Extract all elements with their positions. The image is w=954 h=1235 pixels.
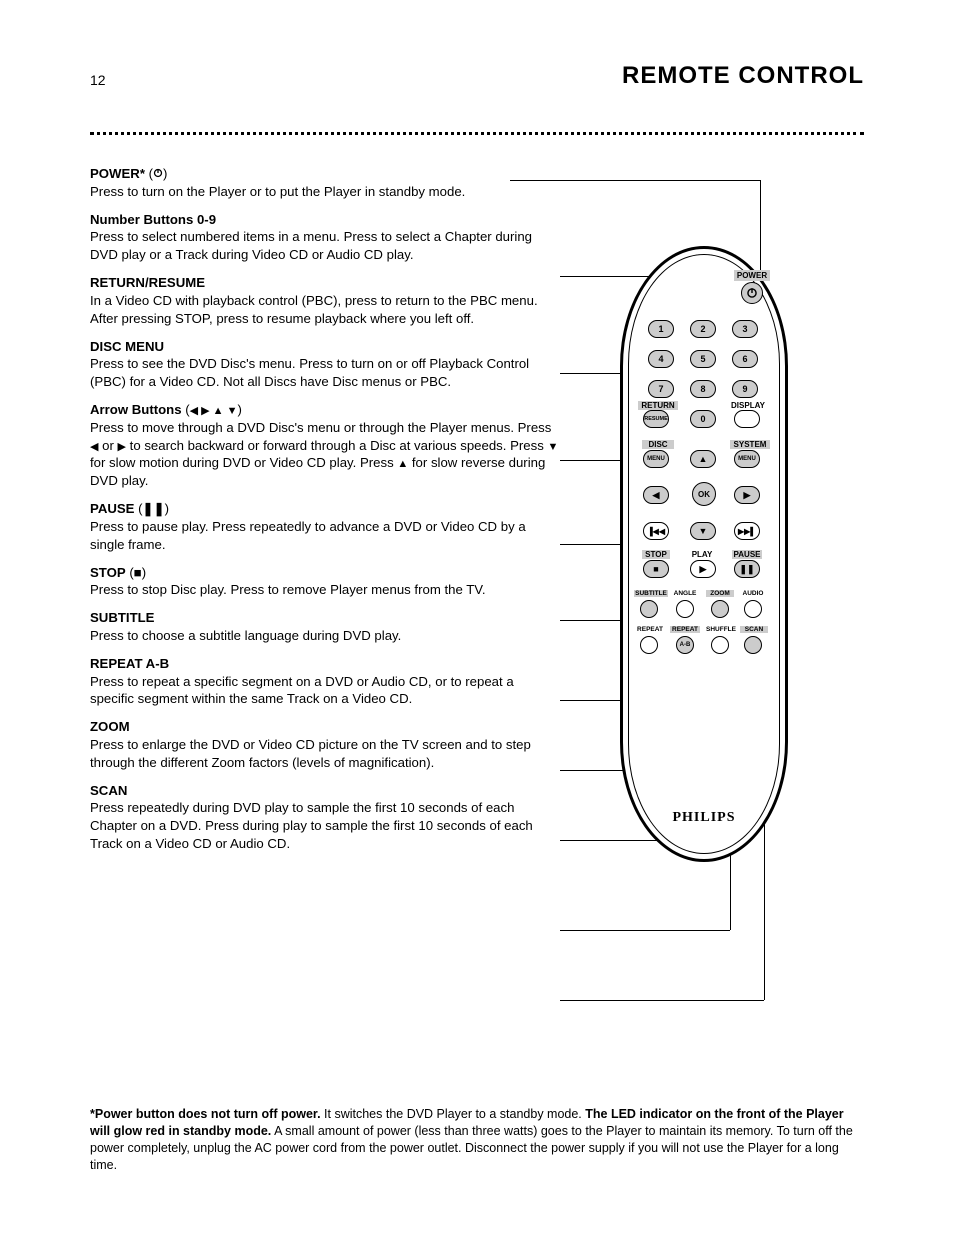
- label-zoom: ZOOM: [706, 590, 734, 597]
- callout-number: Number Buttons 0-9Press to select number…: [90, 211, 560, 264]
- callout-zoom: ZOOMPress to enlarge the DVD or Video CD…: [90, 718, 560, 771]
- audio-button[interactable]: [744, 600, 762, 618]
- label-repeat: REPEAT: [634, 626, 666, 633]
- callouts-column: POWER* ()Press to turn on the Player or …: [90, 165, 560, 863]
- disc-menu-button[interactable]: MENU: [643, 450, 669, 468]
- repeat-button[interactable]: [640, 636, 658, 654]
- num-5[interactable]: 5: [690, 350, 716, 368]
- label-display: DISPLAY: [728, 401, 768, 410]
- num-7[interactable]: 7: [648, 380, 674, 398]
- label-play: PLAY: [688, 550, 716, 559]
- label-shuffle: SHUFFLE: [704, 626, 738, 633]
- power-button[interactable]: [741, 282, 763, 304]
- callout-scan: SCANPress repeatedly during DVD play to …: [90, 782, 560, 853]
- power-footnote: *Power button does not turn off power. I…: [90, 1106, 864, 1174]
- pointer-arrows: [560, 544, 620, 545]
- return-resume-button[interactable]: RESUME: [643, 410, 669, 428]
- pointer-zoom: [560, 930, 730, 931]
- pointer-scan: [560, 1000, 764, 1001]
- label-stop: STOP: [642, 550, 670, 559]
- label-disc: DISC: [642, 440, 674, 449]
- stop-button[interactable]: ■: [643, 560, 669, 578]
- subtitle-button[interactable]: [640, 600, 658, 618]
- label-audio: AUDIO: [738, 590, 768, 597]
- arrow-up-button[interactable]: ▲: [690, 450, 716, 468]
- remote-control-diagram: POWER 1 2 3 4 5 6 7 8 9 0 RETURN RESUME …: [620, 246, 788, 862]
- display-button[interactable]: [734, 410, 760, 428]
- num-4[interactable]: 4: [648, 350, 674, 368]
- prev-button[interactable]: ▐◀◀: [643, 522, 669, 540]
- callout-power: POWER* ()Press to turn on the Player or …: [90, 165, 560, 201]
- play-button[interactable]: ▶: [690, 560, 716, 578]
- angle-button[interactable]: [676, 600, 694, 618]
- callout-arrows: Arrow Buttons (◀ ▶ ▲ ▼)Press to move thr…: [90, 401, 560, 490]
- label-angle: ANGLE: [670, 590, 700, 597]
- callout-stop: STOP (■)Press to stop Disc play. Press t…: [90, 564, 560, 600]
- num-9[interactable]: 9: [732, 380, 758, 398]
- arrow-down-button[interactable]: ▼: [690, 522, 716, 540]
- num-8[interactable]: 8: [690, 380, 716, 398]
- repeat-ab-button[interactable]: A-B: [676, 636, 694, 654]
- label-pause: PAUSE: [732, 550, 762, 559]
- divider: [90, 132, 864, 135]
- label-subtitle: SUBTITLE: [634, 590, 668, 597]
- brand-logo: PHILIPS: [620, 810, 788, 826]
- num-1[interactable]: 1: [648, 320, 674, 338]
- callout-pause: PAUSE (❚❚)Press to pause play. Press rep…: [90, 500, 560, 553]
- zoom-button[interactable]: [711, 600, 729, 618]
- label-power: POWER: [734, 270, 770, 281]
- shuffle-button[interactable]: [711, 636, 729, 654]
- label-return: RETURN: [638, 401, 678, 410]
- pointer-power: [510, 180, 760, 181]
- callout-disc-menu: DISC MENUPress to see the DVD Disc's men…: [90, 338, 560, 391]
- page-title: REMOTE CONTROL: [622, 62, 864, 90]
- callout-repeat-ab: REPEAT A-BPress to repeat a specific seg…: [90, 655, 560, 708]
- pause-button[interactable]: ❚❚: [734, 560, 760, 578]
- arrow-right-button[interactable]: ▶: [734, 486, 760, 504]
- page-number: 12: [90, 72, 106, 88]
- pointer-pause: [560, 620, 620, 621]
- next-button[interactable]: ▶▶▌: [734, 522, 760, 540]
- label-scan: SCAN: [740, 626, 768, 633]
- scan-button[interactable]: [744, 636, 762, 654]
- arrow-left-button[interactable]: ◀: [643, 486, 669, 504]
- num-6[interactable]: 6: [732, 350, 758, 368]
- num-2[interactable]: 2: [690, 320, 716, 338]
- label-repeat-ab: REPEAT: [670, 626, 700, 633]
- num-3[interactable]: 3: [732, 320, 758, 338]
- pointer-stop: [560, 700, 620, 701]
- callout-return: RETURN/RESUMEIn a Video CD with playback…: [90, 274, 560, 327]
- num-0[interactable]: 0: [690, 410, 716, 428]
- ok-button[interactable]: OK: [692, 482, 716, 506]
- callout-subtitle: SUBTITLEPress to choose a subtitle langu…: [90, 609, 560, 645]
- label-system: SYSTEM: [730, 440, 770, 449]
- system-menu-button[interactable]: MENU: [734, 450, 760, 468]
